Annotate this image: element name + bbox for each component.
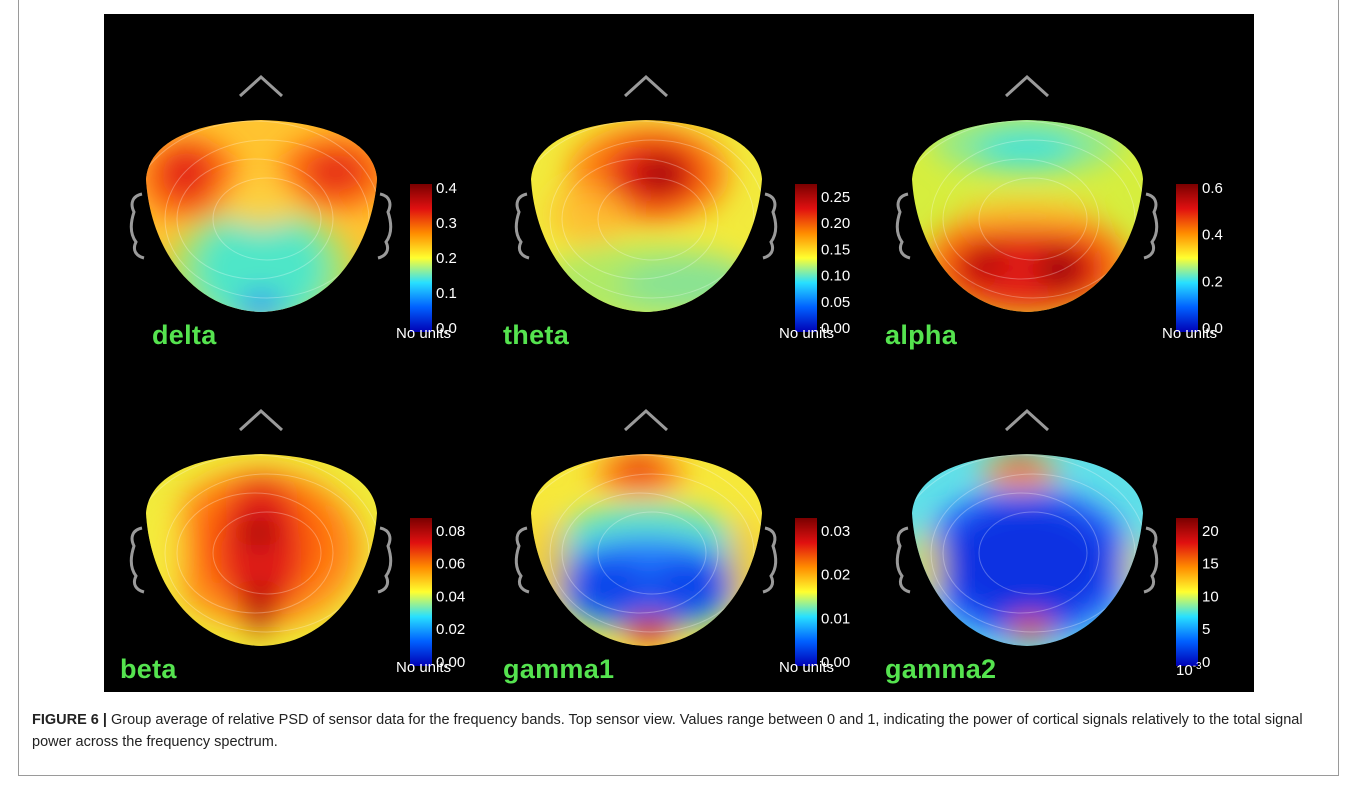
colorbar-tick-label: 0.08 bbox=[436, 523, 465, 540]
colorbar-tick-label: 0.00 bbox=[436, 654, 465, 671]
colorbar-tick-label: 10 bbox=[1202, 588, 1219, 605]
head-map-beta bbox=[146, 454, 377, 646]
colorbar-tick-label: 0.0 bbox=[1202, 320, 1223, 337]
right-ear-marker bbox=[1143, 192, 1159, 260]
unit-label-beta: No units bbox=[396, 659, 452, 676]
left-ear-marker bbox=[514, 526, 530, 594]
nose-marker bbox=[238, 74, 284, 98]
colorbar-tick-label: 0.1 bbox=[436, 285, 457, 302]
unit-exponent: -3 bbox=[1192, 661, 1202, 672]
colorbar-tick-label: 15 bbox=[1202, 556, 1219, 573]
band-label-gamma1: gamma1 bbox=[503, 654, 615, 684]
topomap-delta: 0.4 0.3 0.2 0.1 0.0 delta No units bbox=[104, 14, 484, 349]
colorbar-tick-label: 0.01 bbox=[821, 610, 850, 627]
figure-frame bbox=[18, 0, 1339, 776]
colorbar-gamma2 bbox=[1176, 518, 1198, 666]
nose-marker bbox=[623, 74, 669, 98]
figure-caption: FIGURE 6 | Group average of relative PSD… bbox=[32, 709, 1322, 753]
right-ear-marker bbox=[377, 526, 393, 594]
topomap-alpha: 0.6 0.4 0.2 0.0 alpha No units bbox=[870, 14, 1250, 349]
left-ear-marker bbox=[129, 192, 145, 260]
right-ear-marker bbox=[1143, 526, 1159, 594]
nose-marker bbox=[1004, 74, 1050, 98]
left-ear-marker bbox=[514, 192, 530, 260]
left-ear-marker bbox=[129, 526, 145, 594]
colorbar-tick-label: 0.3 bbox=[436, 215, 457, 232]
head-map-gamma1 bbox=[531, 454, 762, 646]
caption-text: Group average of relative PSD of sensor … bbox=[32, 712, 1303, 750]
colorbar-theta bbox=[795, 184, 817, 332]
topomap-theta: 0.25 0.20 0.15 0.10 0.05 0.00 theta No units bbox=[489, 14, 869, 349]
colorbar-tick-label: 5 bbox=[1202, 621, 1210, 638]
band-label-delta: delta bbox=[152, 320, 217, 350]
right-ear-marker bbox=[762, 192, 778, 260]
head-map-delta bbox=[146, 120, 377, 312]
colorbar-tick-label: 0.15 bbox=[821, 241, 850, 258]
band-label-beta: beta bbox=[120, 654, 177, 684]
nose-marker bbox=[623, 408, 669, 432]
band-label-theta: theta bbox=[503, 320, 570, 350]
unit-label-alpha: No units bbox=[1162, 325, 1218, 342]
colorbar-tick-label: 0.0 bbox=[436, 320, 457, 337]
head-map-alpha bbox=[912, 120, 1143, 312]
topomap-alpha-plot: 0.6 0.4 0.2 0.0 bbox=[895, 74, 1223, 337]
colorbar-beta bbox=[410, 518, 432, 666]
colorbar-tick-label: 0.10 bbox=[821, 268, 850, 285]
unit-label-gamma1: No units bbox=[779, 659, 835, 676]
colorbar-tick-label: 0.6 bbox=[1202, 180, 1223, 197]
topomap-delta-plot: 0.4 0.3 0.2 0.1 0.0 bbox=[129, 74, 457, 337]
colorbar-tick-label: 0.02 bbox=[821, 567, 850, 584]
topomap-theta-plot: 0.25 0.20 0.15 0.10 0.05 0.00 bbox=[514, 74, 850, 337]
topomap-beta-plot: 0.08 0.06 0.04 0.02 0.00 bbox=[129, 408, 465, 671]
band-label-gamma2: gamma2 bbox=[885, 654, 997, 684]
colorbar-tick-label: 0.4 bbox=[436, 180, 457, 197]
colorbar-tick-label: 0.2 bbox=[436, 250, 457, 267]
topomap-gamma1-plot: 0.03 0.02 0.01 0.00 bbox=[514, 408, 850, 671]
caption-label: FIGURE 6 | bbox=[32, 712, 107, 728]
topomap-gamma2-plot: 20 15 10 5 0 bbox=[895, 408, 1219, 671]
colorbar-delta bbox=[410, 184, 432, 332]
right-ear-marker bbox=[377, 192, 393, 260]
nose-marker bbox=[1004, 408, 1050, 432]
colorbar-tick-label: 0.02 bbox=[436, 621, 465, 638]
colorbar-gamma1 bbox=[795, 518, 817, 666]
topomap-gamma2: 20 15 10 5 0 gamma2 10-3 bbox=[870, 348, 1250, 683]
nose-marker bbox=[238, 408, 284, 432]
unit-label-theta: No units bbox=[779, 325, 835, 342]
band-label-alpha: alpha bbox=[885, 320, 958, 350]
colorbar-tick-label: 0.2 bbox=[1202, 273, 1223, 290]
topomap-gamma1: 0.03 0.02 0.01 0.00 gamma1 No units bbox=[489, 348, 869, 683]
unit-base: 10 bbox=[1176, 662, 1193, 679]
head-map-theta bbox=[531, 120, 762, 312]
right-ear-marker bbox=[762, 526, 778, 594]
topomap-figure: 0.4 0.3 0.2 0.1 0.0 delta No units 0.25 0.20 0… bbox=[104, 14, 1254, 692]
colorbar-tick-label: 0.4 bbox=[1202, 227, 1223, 244]
left-ear-marker bbox=[895, 526, 911, 594]
colorbar-tick-label: 0 bbox=[1202, 654, 1210, 671]
colorbar-tick-label: 0.00 bbox=[821, 654, 850, 671]
unit-label-gamma2: 10-3 bbox=[1176, 661, 1202, 679]
colorbar-tick-label: 0.03 bbox=[821, 523, 850, 540]
colorbar-alpha bbox=[1176, 184, 1198, 332]
head-map-gamma2 bbox=[912, 454, 1143, 646]
colorbar-tick-label: 0.05 bbox=[821, 294, 850, 311]
colorbar-tick-label: 0.04 bbox=[436, 588, 465, 605]
colorbar-tick-label: 0.25 bbox=[821, 189, 850, 206]
unit-label-delta: No units bbox=[396, 325, 452, 342]
colorbar-tick-label: 0.06 bbox=[436, 556, 465, 573]
left-ear-marker bbox=[895, 192, 911, 260]
topomap-beta: 0.08 0.06 0.04 0.02 0.00 beta No units bbox=[104, 348, 484, 683]
colorbar-tick-label: 20 bbox=[1202, 523, 1219, 540]
colorbar-tick-label: 0.20 bbox=[821, 215, 850, 232]
colorbar-tick-label: 0.00 bbox=[821, 320, 850, 337]
